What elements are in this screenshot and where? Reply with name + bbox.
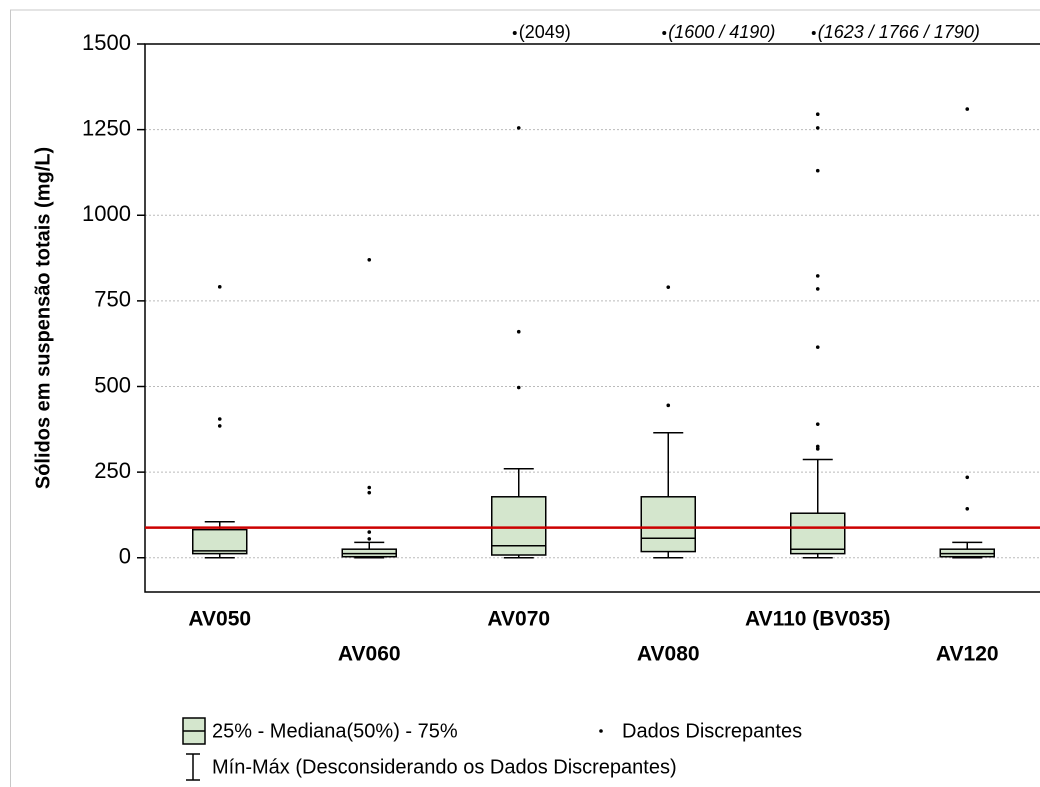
box [790,512,846,555]
y-tick-label: 0 [119,544,131,569]
off-scale-marker [512,31,517,35]
off-scale-marker [662,31,667,35]
outlier [217,285,222,289]
off-scale-label: (2049) [519,22,571,42]
x-tick-label: AV070 [487,608,550,631]
outlier [815,168,820,173]
outlier [815,422,820,426]
box [192,528,248,555]
outlier [516,329,521,334]
off-scale-marker [811,31,816,35]
axes [144,43,1040,593]
y-tick-label: 1500 [82,30,131,55]
x-tick-label: AV110 (BV035) [745,608,891,631]
outlier [666,403,671,408]
legend: 25% - Mediana(50%) - 75% Dados Discrepan… [182,717,802,781]
box [640,496,696,553]
legend-whisker-icon [186,753,200,781]
outlier [367,530,372,534]
outlier [965,107,970,111]
y-tick-label: 250 [94,458,131,483]
outlier [367,537,372,541]
outlier [367,490,372,495]
outlier [965,506,970,511]
outlier [965,475,970,480]
y-tick-label: 500 [94,372,131,397]
outlier [217,424,222,428]
off-scale-label: (1600 / 4190) [668,22,775,42]
y-axis-label: Sólidos em suspensão totais (mg/L) [32,147,54,489]
outlier [367,257,372,262]
y-tick-label: 1250 [82,115,131,140]
y-tick-label: 750 [94,287,131,312]
outlier [815,345,820,349]
off-scale-label: (1623 / 1766 / 1790) [818,22,980,42]
outlier [815,287,820,291]
x-tick-label: AV060 [338,643,401,666]
legend-label: Mín-Máx (Desconsiderando os Dados Discre… [212,756,677,778]
legend-label: 25% - Mediana(50%) - 75% [212,720,458,742]
outlier [516,385,521,390]
outlier [815,274,820,278]
outlier [815,447,820,451]
y-tick-label: 1000 [82,201,131,226]
outlier [815,112,820,117]
outlier [516,126,521,130]
x-tick-label: AV050 [188,608,251,631]
legend-outlier-icon [599,729,603,733]
x-tick-label: AV080 [637,643,700,666]
legend-label: Dados Discrepantes [622,720,802,742]
x-tick-label: AV120 [936,643,999,666]
outlier [217,417,222,421]
outlier [666,285,671,289]
outlier [815,126,820,130]
outlier [367,485,372,490]
